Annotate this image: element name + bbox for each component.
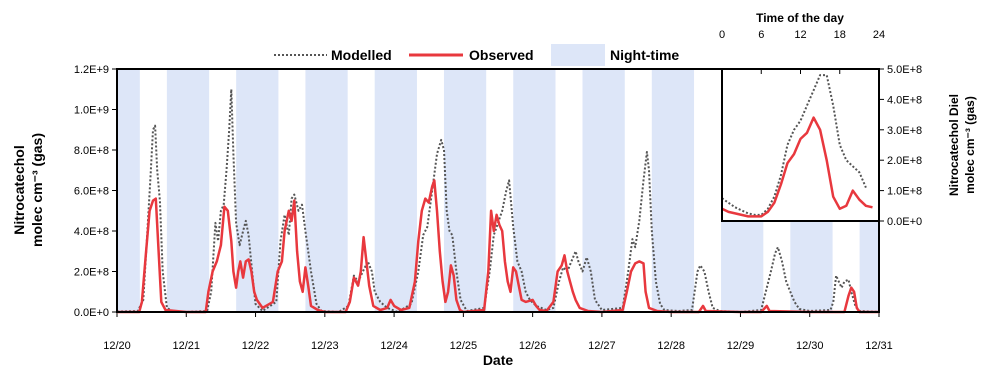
main-x-tick-label: 12/26	[519, 340, 547, 352]
legend: Modelled Observed Night-time	[274, 44, 679, 66]
inset-y-axis: 0.0E+0 1.0E+8 2.0E+8 3.0E+8 4.0E+8 5.0E+8	[879, 64, 922, 228]
inset-y-tick-label: 4.0E+8	[887, 94, 922, 106]
legend-observed-label: Observed	[469, 47, 534, 63]
legend-night-time-swatch	[551, 44, 605, 66]
main-x-tick-label: 12/30	[796, 340, 824, 352]
main-y-tick-label: 8.0E+8	[74, 145, 109, 157]
night-band-8	[651, 69, 695, 312]
main-x-tick-label: 12/23	[311, 340, 339, 352]
inset-x-tick-label: 0	[719, 29, 725, 41]
legend-night-time-label: Night-time	[610, 47, 679, 63]
main-x-tick-label: 12/28	[657, 340, 685, 352]
inset-series-observed	[721, 116, 873, 218]
main-series-observed	[117, 179, 879, 314]
main-y-tick-label: 2.0E+8	[74, 267, 109, 279]
inset-x-tick-label: 18	[834, 29, 846, 41]
inset-series-modelled	[721, 74, 867, 216]
inset-title: Time of the day	[756, 11, 844, 25]
main-series-lines	[116, 88, 880, 314]
inset-y-axis-title-line2: molec cm⁻³ (gas)	[963, 96, 977, 194]
main-x-tick-label: 12/29	[727, 340, 755, 352]
inset-y-axis-title-line1: Nitrocatechol Diel	[947, 94, 961, 196]
main-x-tick-label: 12/22	[242, 340, 270, 352]
night-band-3	[305, 69, 348, 312]
inset-y-tick-label: 2.0E+8	[887, 155, 922, 167]
inset-y-tick-label: 3.0E+8	[887, 125, 922, 137]
inset-y-tick-label: 1.0E+8	[887, 186, 922, 198]
main-y-tick-label: 0.0E+0	[74, 307, 109, 319]
night-band-1	[166, 69, 210, 312]
night-band-0	[117, 69, 140, 312]
inset-background	[722, 69, 879, 221]
night-band-4	[374, 69, 417, 312]
main-y-tick-label: 4.0E+8	[74, 226, 109, 238]
inset-series-lines	[721, 74, 873, 218]
main-y-tick-label: 1.2E+9	[74, 64, 109, 76]
night-band-7	[582, 69, 625, 312]
main-y-tick-label: 6.0E+8	[74, 186, 109, 198]
main-x-tick-label: 12/21	[173, 340, 201, 352]
inset-x-tick-label: 6	[758, 29, 764, 41]
main-x-tick-label: 12/24	[380, 340, 408, 352]
main-y-axis: 0.0E+0 2.0E+8 4.0E+8 6.0E+8 8.0E+8 1.0E+9 1.2E…	[74, 64, 117, 319]
main-x-axis-title: Date	[483, 352, 514, 367]
inset-x-tick-label: 24	[873, 29, 885, 41]
legend-modelled-label: Modelled	[331, 47, 392, 63]
inset-x-axis: 0 6 12 18 24	[719, 29, 885, 74]
main-y-tick-label: 1.0E+9	[74, 105, 109, 117]
main-y-axis-title-line2: molec cm⁻³ (gas)	[29, 133, 45, 247]
night-band-6	[513, 69, 556, 312]
main-x-axis: 12/20 12/21 12/22 12/23 12/24 12/25 12/26 12/27…	[103, 312, 893, 352]
inset-y-tick-label: 5.0E+8	[887, 64, 922, 76]
main-x-tick-label: 12/31	[865, 340, 893, 352]
inset-x-tick-label: 12	[794, 29, 806, 41]
main-y-axis-title-line1: Nitrocatechol	[11, 145, 27, 234]
inset-y-tick-label: 0.0E+0	[887, 216, 922, 228]
main-x-tick-label: 12/27	[588, 340, 616, 352]
main-x-tick-label: 12/25	[450, 340, 478, 352]
main-x-tick-label: 12/20	[103, 340, 131, 352]
